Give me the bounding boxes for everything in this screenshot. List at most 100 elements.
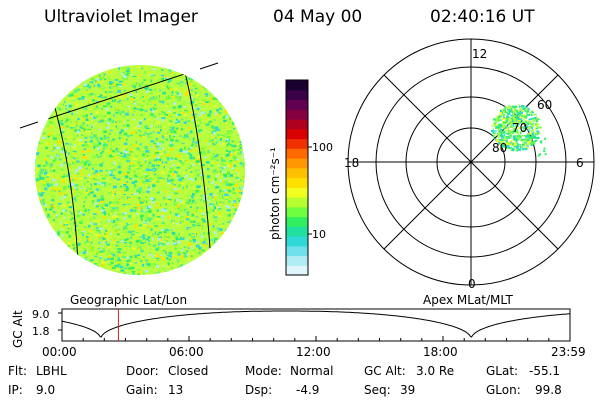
speckle-pixel — [103, 247, 106, 249]
speckle-pixel — [225, 121, 228, 124]
speckle-pixel — [156, 254, 159, 258]
speckle-pixel — [209, 205, 213, 207]
speckle-pixel — [229, 161, 234, 163]
speckle-pixel — [212, 209, 215, 212]
speckle-pixel — [188, 88, 192, 90]
speckle-pixel — [86, 190, 88, 192]
polar-emission-pixel — [515, 149, 518, 151]
speckle-pixel — [166, 236, 171, 238]
speckle-pixel — [84, 141, 88, 143]
speckle-pixel — [136, 153, 138, 156]
speckle-pixel — [209, 193, 213, 196]
speckle-pixel — [78, 132, 81, 135]
speckle-pixel — [109, 154, 113, 158]
speckle-pixel — [84, 107, 88, 110]
speckle-pixel — [101, 241, 105, 244]
speckle-pixel — [107, 111, 111, 115]
speckle-pixel — [54, 156, 56, 158]
speckle-pixel — [184, 109, 188, 112]
speckle-pixel — [161, 110, 164, 113]
polar-emission-pixel — [536, 136, 540, 140]
speckle-pixel — [123, 182, 127, 186]
polar-emission-pixel — [512, 125, 515, 127]
speckle-pixel — [74, 199, 77, 202]
speckle-pixel — [199, 92, 202, 94]
speckle-pixel — [86, 241, 91, 243]
speckle-pixel — [167, 111, 172, 113]
speckle-pixel — [235, 177, 239, 179]
polar-emission-pixel — [520, 111, 524, 114]
speckle-pixel — [150, 74, 154, 76]
speckle-pixel — [90, 124, 94, 127]
speckle-pixel — [124, 142, 128, 146]
speckle-pixel — [118, 162, 121, 165]
speckle-pixel — [180, 109, 182, 111]
speckle-pixel — [201, 150, 205, 153]
timeline-xtick-1200: 12:00 — [296, 345, 331, 359]
speckle-pixel — [123, 132, 128, 136]
polar-emission-pixel — [524, 144, 527, 146]
speckle-pixel — [182, 172, 186, 175]
speckle-pixel — [179, 236, 182, 238]
speckle-pixel — [130, 98, 135, 101]
speckle-pixel — [211, 181, 214, 184]
speckle-pixel — [170, 165, 172, 169]
speckle-pixel — [215, 186, 220, 189]
polar-emission-pixel — [509, 119, 512, 122]
speckle-pixel — [146, 263, 150, 266]
speckle-pixel — [222, 116, 225, 119]
speckle-pixel — [156, 121, 160, 124]
speckle-pixel — [98, 260, 101, 264]
polar-axis-diag-2 — [383, 74, 559, 250]
speckle-pixel — [146, 185, 149, 187]
speckle-pixel — [182, 136, 186, 138]
speckle-pixel — [137, 244, 140, 248]
speckle-pixel — [227, 214, 230, 217]
speckle-pixel — [183, 255, 188, 258]
polar-emission-pixel — [501, 121, 504, 123]
polar-emission-pixel — [524, 116, 528, 119]
polar-emission-pixel — [525, 110, 529, 113]
speckle-pixel — [155, 137, 158, 141]
speckle-pixel — [202, 98, 206, 102]
speckle-pixel — [127, 153, 131, 157]
speckle-pixel — [164, 76, 169, 79]
speckle-pixel — [87, 194, 90, 196]
speckle-pixel — [51, 149, 54, 152]
speckle-pixel — [185, 174, 188, 178]
speckle-pixel — [65, 205, 67, 207]
speckle-pixel — [130, 108, 132, 110]
speckle-pixel — [92, 117, 94, 120]
speckle-pixel — [127, 267, 132, 270]
speckle-pixel — [74, 172, 77, 175]
colorbar-swatch — [286, 216, 308, 227]
speckle-pixel — [44, 187, 48, 191]
speckle-pixel — [103, 212, 107, 216]
speckle-pixel — [191, 156, 194, 159]
timeline-ylabel: GC Alt — [11, 310, 25, 348]
speckle-pixel — [186, 185, 188, 188]
info-glon-key: GLon: — [486, 383, 521, 397]
speckle-pixel — [164, 218, 167, 221]
speckle-pixel — [212, 155, 215, 158]
speckle-pixel — [187, 141, 189, 143]
speckle-pixel — [130, 74, 132, 76]
speckle-pixel — [73, 236, 77, 239]
speckle-pixel — [139, 143, 142, 146]
speckle-pixel — [87, 211, 91, 214]
mlt-label-12: 12 — [472, 47, 487, 61]
speckle-pixel — [74, 250, 76, 253]
speckle-pixel — [190, 171, 193, 173]
speckle-pixel — [196, 242, 199, 244]
speckle-pixel — [107, 77, 111, 80]
speckle-pixel — [109, 189, 114, 191]
speckle-pixel — [197, 222, 200, 225]
speckle-pixel — [209, 97, 212, 100]
speckle-pixel — [169, 138, 174, 142]
speckle-pixel — [171, 178, 174, 182]
speckle-pixel — [80, 129, 84, 132]
polar-emission-pixel — [505, 148, 507, 150]
speckle-pixel — [79, 186, 83, 188]
speckle-pixel — [119, 238, 123, 241]
speckle-pixel — [129, 273, 131, 275]
